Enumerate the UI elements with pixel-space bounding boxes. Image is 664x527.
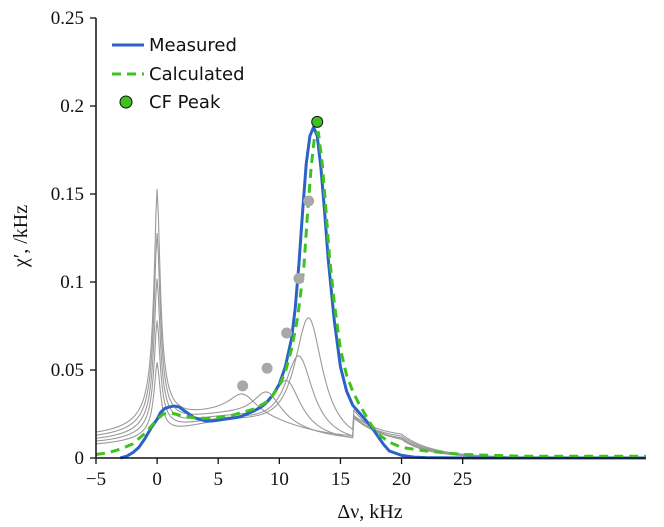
series-line-calculated <box>95 130 646 458</box>
x-tick-label: 5 <box>213 469 223 490</box>
x-tick-label: 20 <box>392 469 411 490</box>
x-tick-label: 15 <box>331 469 350 490</box>
x-tick-label: 0 <box>152 469 162 490</box>
cf-peak-point <box>311 115 324 128</box>
legend-calculated-label: Calculated <box>149 64 245 85</box>
family-point <box>237 380 249 392</box>
family-point <box>303 195 315 207</box>
family-curve <box>95 278 646 459</box>
y-ticks: 0 0.05 0.1 0.15 0.2 0.25 <box>51 8 96 469</box>
y-tick-label: 0.2 <box>60 96 84 117</box>
series-layer <box>95 125 646 460</box>
family-curve <box>95 320 646 459</box>
x-tick-label: 25 <box>453 469 472 490</box>
x-tick-label: 10 <box>270 469 289 490</box>
y-tick-label: 0.05 <box>51 360 84 381</box>
y-tick-label: 0.25 <box>51 8 84 29</box>
family-curve <box>95 188 647 459</box>
y-tick-label: 0.1 <box>60 272 84 293</box>
family-point <box>293 272 305 284</box>
legend: Measured Calculated CF Peak <box>112 35 245 113</box>
y-axis-label: χ′, /kHz <box>10 205 32 268</box>
legend-measured-label: Measured <box>149 35 237 56</box>
x-axis-label: Δν, kHz <box>337 501 402 523</box>
family-point <box>261 362 273 374</box>
y-tick-label: 0 <box>75 448 85 469</box>
y-tick-label: 0.15 <box>51 184 84 205</box>
family-point <box>281 327 293 339</box>
axes <box>95 18 646 459</box>
x-tick-label: −5 <box>86 469 106 490</box>
series-line-measured <box>119 125 646 460</box>
simulated-curve-family <box>95 188 647 459</box>
x-ticks: −5 0 5 10 15 20 25 <box>86 458 472 490</box>
points-layer <box>237 115 324 392</box>
legend-cf-peak-label: CF Peak <box>149 92 221 113</box>
legend-cf-peak-marker <box>119 95 133 109</box>
family-curve <box>95 317 646 459</box>
